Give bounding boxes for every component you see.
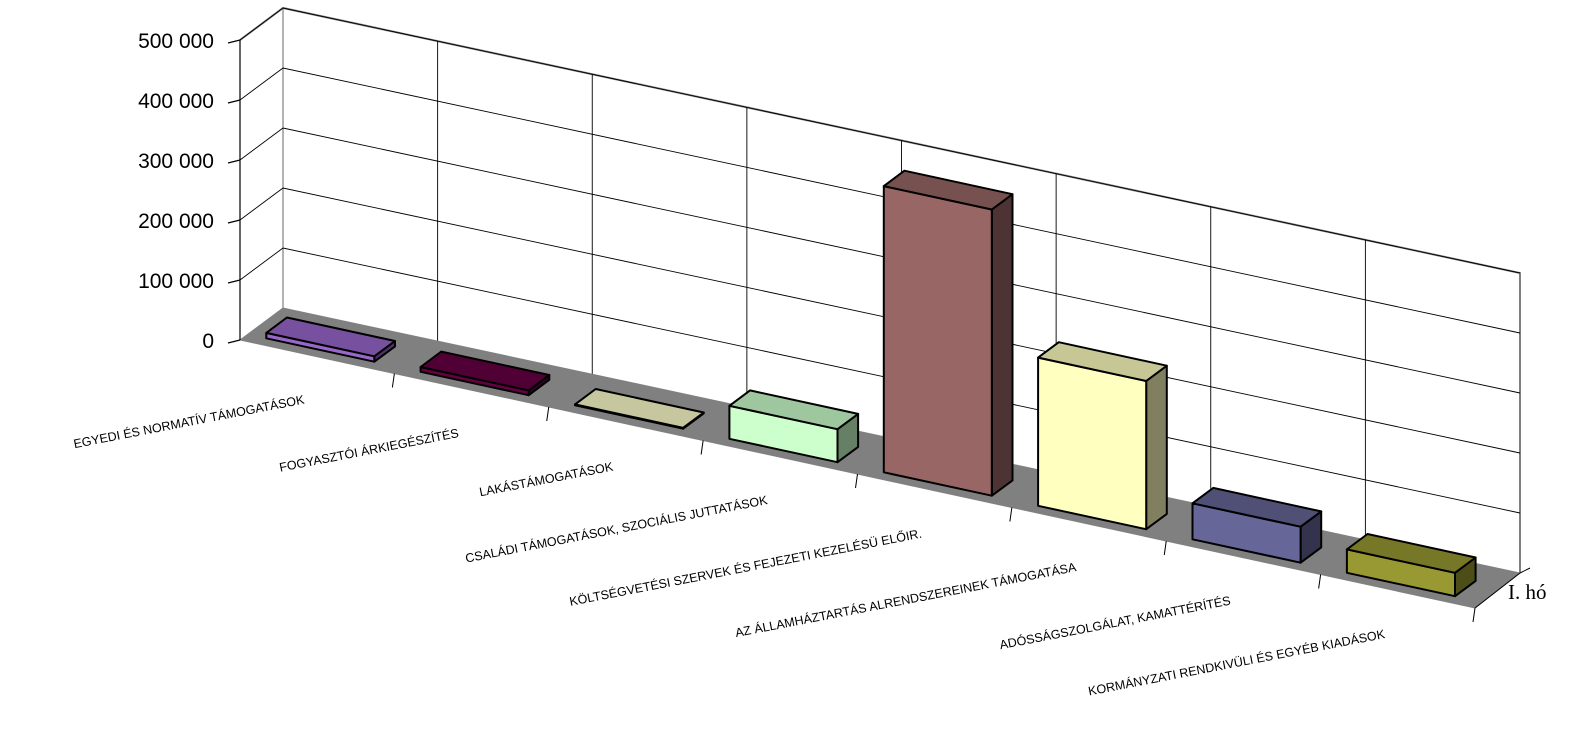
x-category-label: EGYEDI ÉS NORMATÍV TÁMOGATÁSOK [72,392,306,452]
x-tick [546,406,550,422]
bar-top [1345,533,1477,574]
bar-top [574,388,705,429]
y-tick-label: 0 [202,330,214,353]
bar-top [1037,341,1168,382]
bars [265,169,1477,598]
x-category-label: LAKÁSTÁMOGATÁSOK [478,459,615,500]
y-tick [227,99,241,104]
chart-walls [239,6,1521,573]
bar-top [1191,486,1323,528]
bar-top [882,169,1014,211]
bar [574,388,705,430]
bar-side [990,193,1014,497]
y-tick-label: 300 000 [138,150,214,173]
bar-side [1145,364,1168,531]
y-tick [227,339,241,344]
bar [419,350,551,397]
bar-top [265,316,396,358]
y-tick [227,219,241,224]
gridline-h [239,7,1521,274]
x-category-label: ADÓSSÁGSZOLGÁLAT, KAMATTÉRÍTÉS [998,593,1232,653]
x-category-label: KORMÁNYZATI RENDKIVÜLI ÉS EGYÉB KIADÁSOK [1087,626,1387,698]
bar [1191,486,1323,564]
y-tick [227,39,241,44]
wall-outline [239,6,1521,573]
bar-front [1037,356,1148,531]
x-tick [1472,607,1476,623]
y-tick-label: 400 000 [138,90,214,113]
x-category-label: CSALÁDI TÁMOGATÁSOK, SZOCIÁLIS JUTTATÁSO… [464,492,769,566]
y-tick [227,159,241,164]
gridline-h [239,67,1521,334]
x-tick [1318,574,1322,589]
y-tick-label: 200 000 [138,210,214,233]
bar [1345,533,1477,598]
depth-axis-tick [1519,567,1531,574]
bar [265,316,396,363]
x-category-label: KÖLTSÉGVETÉSI SZERVEK ÉS FEJEZETI KEZELÉ… [568,526,923,609]
depth-axis-line [1474,572,1521,609]
bar-top [728,389,860,431]
x-tick [391,373,395,388]
bar-front [882,185,993,497]
y-tick [227,279,241,284]
bar-top [419,350,551,392]
x-tick [700,440,704,455]
gridline-h [239,187,1521,454]
y-tick-label: 500 000 [138,30,214,53]
y-axis: 0 100 000 200 000 300 000 400 000 500 000 [138,30,241,353]
x-tick [855,473,858,489]
bar [882,169,1014,497]
gridline-h [239,127,1521,394]
floor-plane [238,307,1522,609]
series-depth-axis: I. hó [1474,567,1547,609]
series-label: I. hó [1508,580,1547,604]
x-tick [1163,540,1167,556]
x-category-label: FOGYASZTÓI ÁRKIEGÉSZÍTÉS [278,425,460,475]
x-category-label: AZ ÁLLAMHÁZTARTÁS ALRENDSZEREINEK TÁMOGA… [734,559,1078,640]
x-tick [1009,507,1013,522]
chart-floor [238,307,1522,609]
bar [1037,341,1168,531]
bar [728,389,860,464]
y-tick-label: 100 000 [138,270,214,293]
